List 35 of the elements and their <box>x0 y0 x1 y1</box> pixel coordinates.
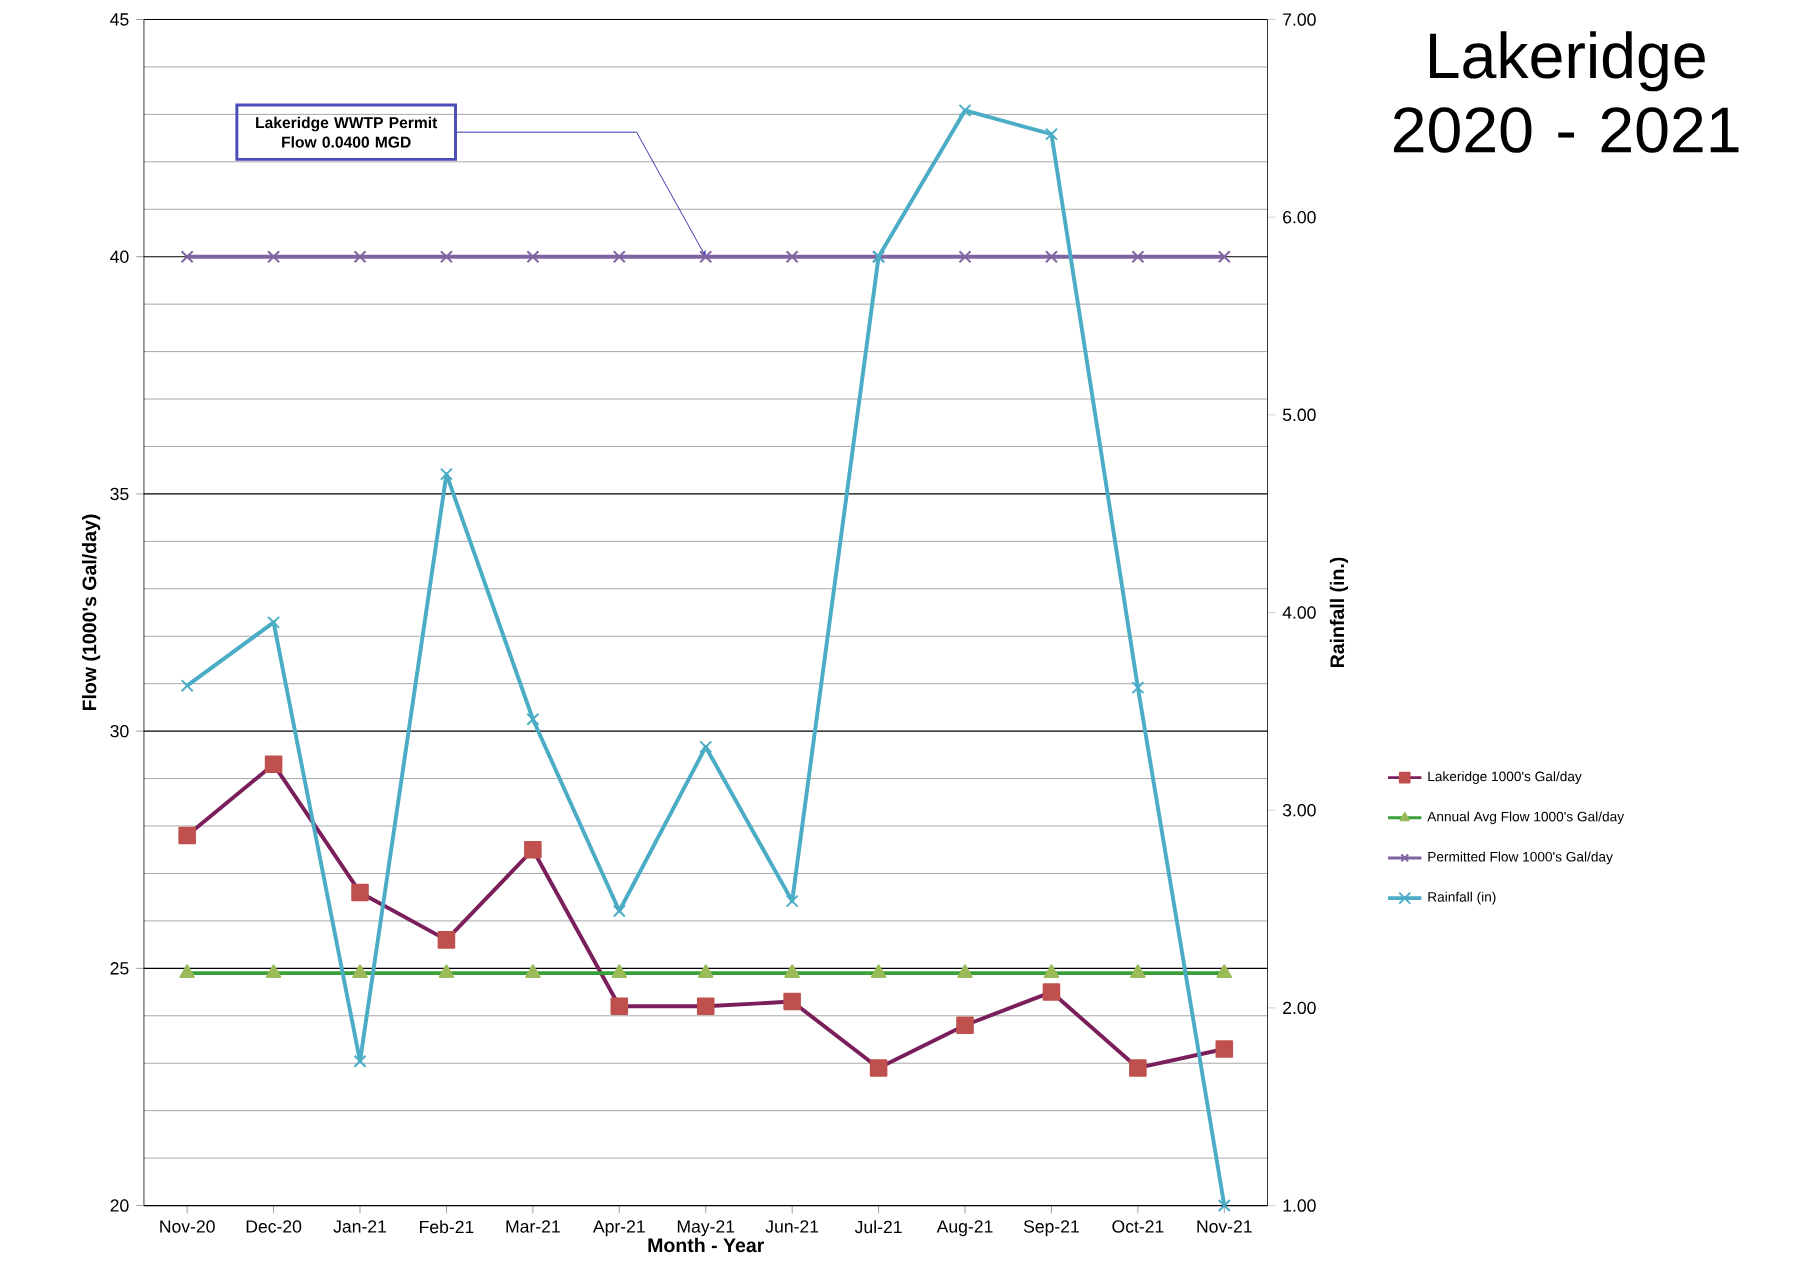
x-tick-label: Jan-21 <box>333 1220 387 1233</box>
y2-tick-label: 6.00 <box>1283 211 1316 224</box>
x-tick-label: Nov-20 <box>160 1220 215 1233</box>
x-tick-label: Feb-21 <box>420 1220 474 1234</box>
y2-tick-label: 4.00 <box>1282 606 1316 619</box>
x-tick-label: Jun-21 <box>765 1220 819 1233</box>
x-axis-title: Month - Year <box>648 1237 765 1253</box>
y-tick-label: 20 <box>110 1199 129 1212</box>
y-axis-title: Flow (1000's Gal/day) <box>82 514 101 711</box>
y2-tick-label: 1.00 <box>1283 1199 1316 1212</box>
x-tick-label: Sep-21 <box>1023 1220 1079 1237</box>
y-tick-label: 35 <box>110 487 129 501</box>
x-tick-label: May-21 <box>677 1220 735 1237</box>
y-tick-label: 45 <box>110 13 129 26</box>
x-tick-label: Apr-21 <box>592 1220 645 1237</box>
legend-label: Permitted Flow 1000's Gal/day <box>1428 851 1613 865</box>
annotation: Lakeridge WWTP Permit Flow 0.0400 MGD <box>256 116 438 148</box>
x-tick-label: Oct-21 <box>1112 1220 1164 1233</box>
y2-tick-label: 3.00 <box>1282 804 1316 817</box>
legend-label: Rainfall (in) <box>1428 891 1496 905</box>
x-tick-label: Mar-21 <box>506 1220 560 1233</box>
text: Lakeridge 2020 - 2021 <box>1393 31 1739 153</box>
y2-axis-title: Rainfall (in.) <box>1329 557 1349 668</box>
y2-tick-label: 5.00 <box>1282 408 1316 422</box>
x-tick-label: Jul-21 <box>854 1220 902 1234</box>
x-tick-label: Nov-21 <box>1197 1220 1252 1233</box>
y-tick-label: 40 <box>110 250 129 264</box>
y2-tick-label: 2.00 <box>1283 1001 1316 1015</box>
legend-label: Annual Avg Flow 1000's Gal/day <box>1427 811 1625 825</box>
x-tick-label: Dec-20 <box>246 1220 302 1233</box>
y-tick-label: 25 <box>110 962 129 975</box>
y2-tick-label: 7.00 <box>1283 13 1316 26</box>
legend-label: Lakeridge 1000's Gal/day <box>1428 771 1582 785</box>
x-tick-label: Aug-21 <box>936 1220 993 1237</box>
y-tick-label: 30 <box>110 724 129 738</box>
